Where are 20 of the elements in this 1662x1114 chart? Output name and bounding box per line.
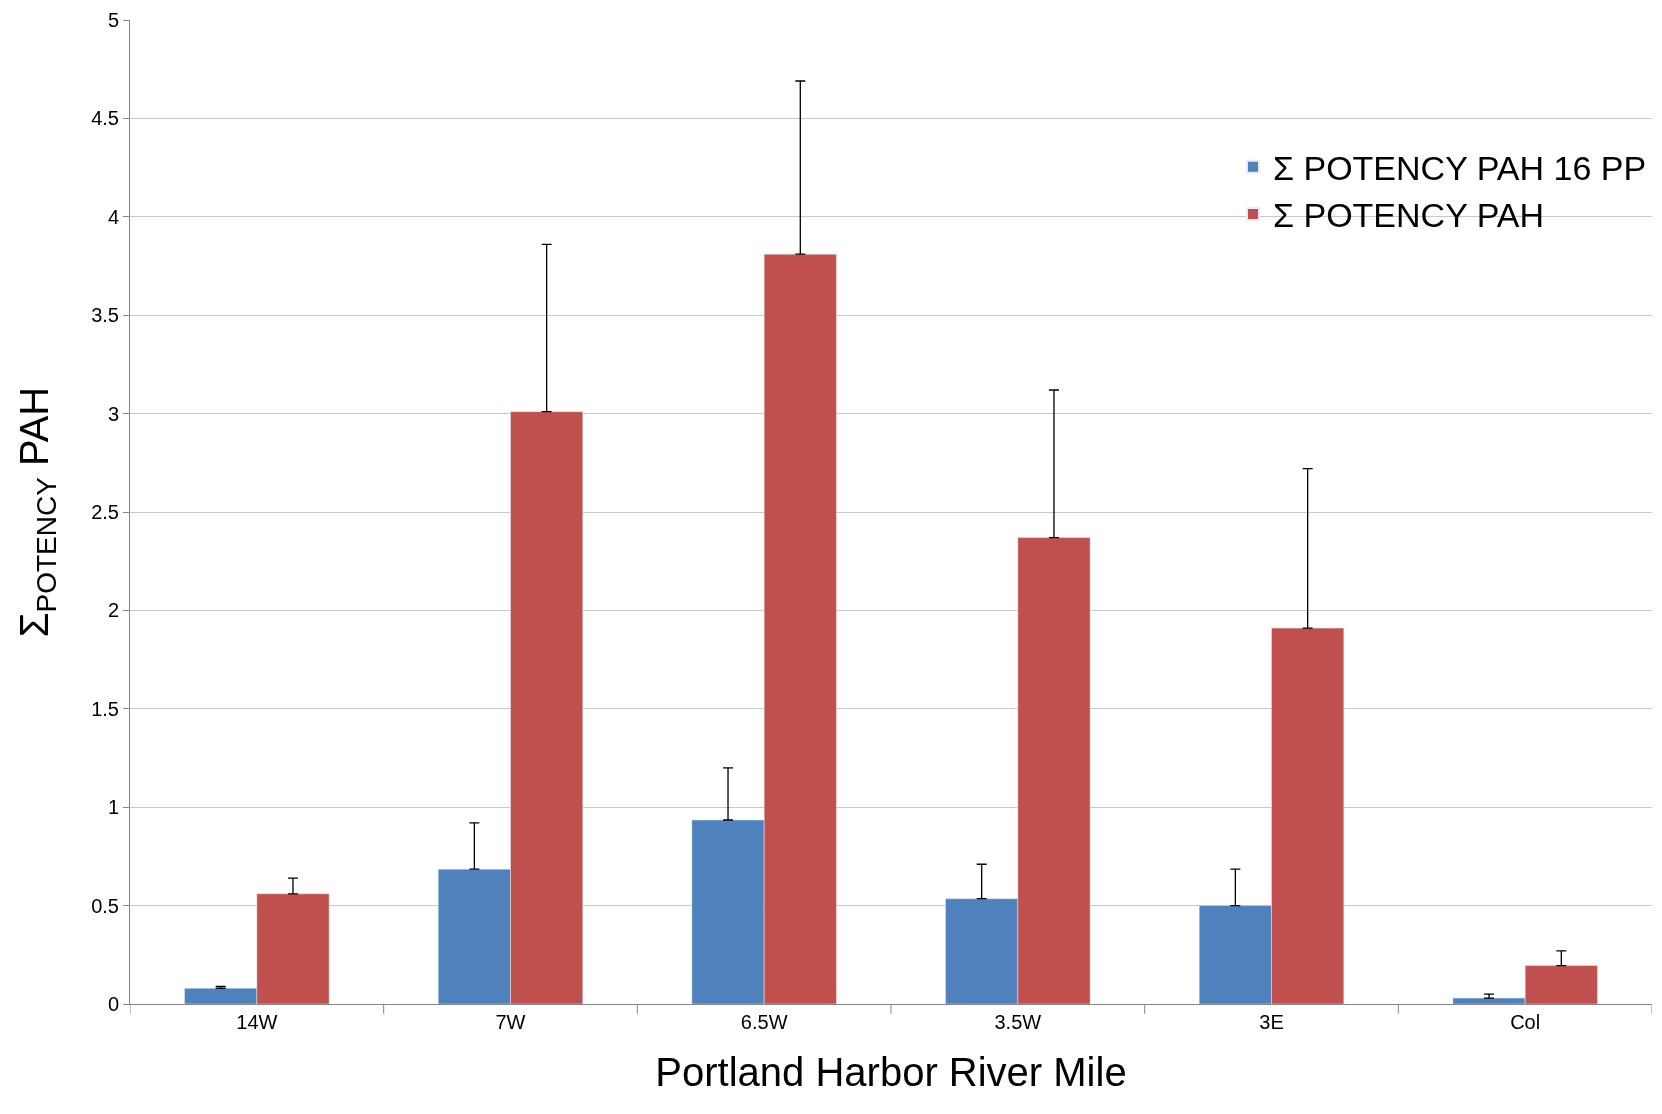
x-tick-label: Col [1510, 1011, 1541, 1033]
y-tick-label: 0 [107, 993, 119, 1015]
y-tick-label: 4 [107, 205, 119, 228]
y-tick-label: 3 [107, 402, 119, 425]
y-tick-label: 5 [107, 9, 119, 31]
x-tick-label: 6.5W [740, 1011, 788, 1033]
x-tick-label: 3.5W [994, 1011, 1042, 1033]
y-tick-label: 3.5 [91, 304, 119, 327]
y-tick-label: 1 [107, 796, 119, 819]
x-tick-label: 3E [1259, 1011, 1284, 1033]
y-tick-label: 0.5 [91, 894, 119, 917]
y-tick-label: 1.5 [91, 697, 119, 720]
y-tick-label: 2.5 [91, 501, 119, 523]
legend-label: Σ POTENCY PAH 16 PP [1273, 148, 1647, 187]
legend-label: Σ POTENCY PAH [1273, 196, 1545, 235]
y-tick-label: 4.5 [91, 107, 119, 130]
x-tick-label: 14W [236, 1011, 278, 1033]
x-tick-label: 7W [495, 1011, 526, 1033]
y-tick-label: 2 [107, 599, 119, 622]
x-axis-title: Portland Harbor River Mile [655, 1049, 1127, 1094]
